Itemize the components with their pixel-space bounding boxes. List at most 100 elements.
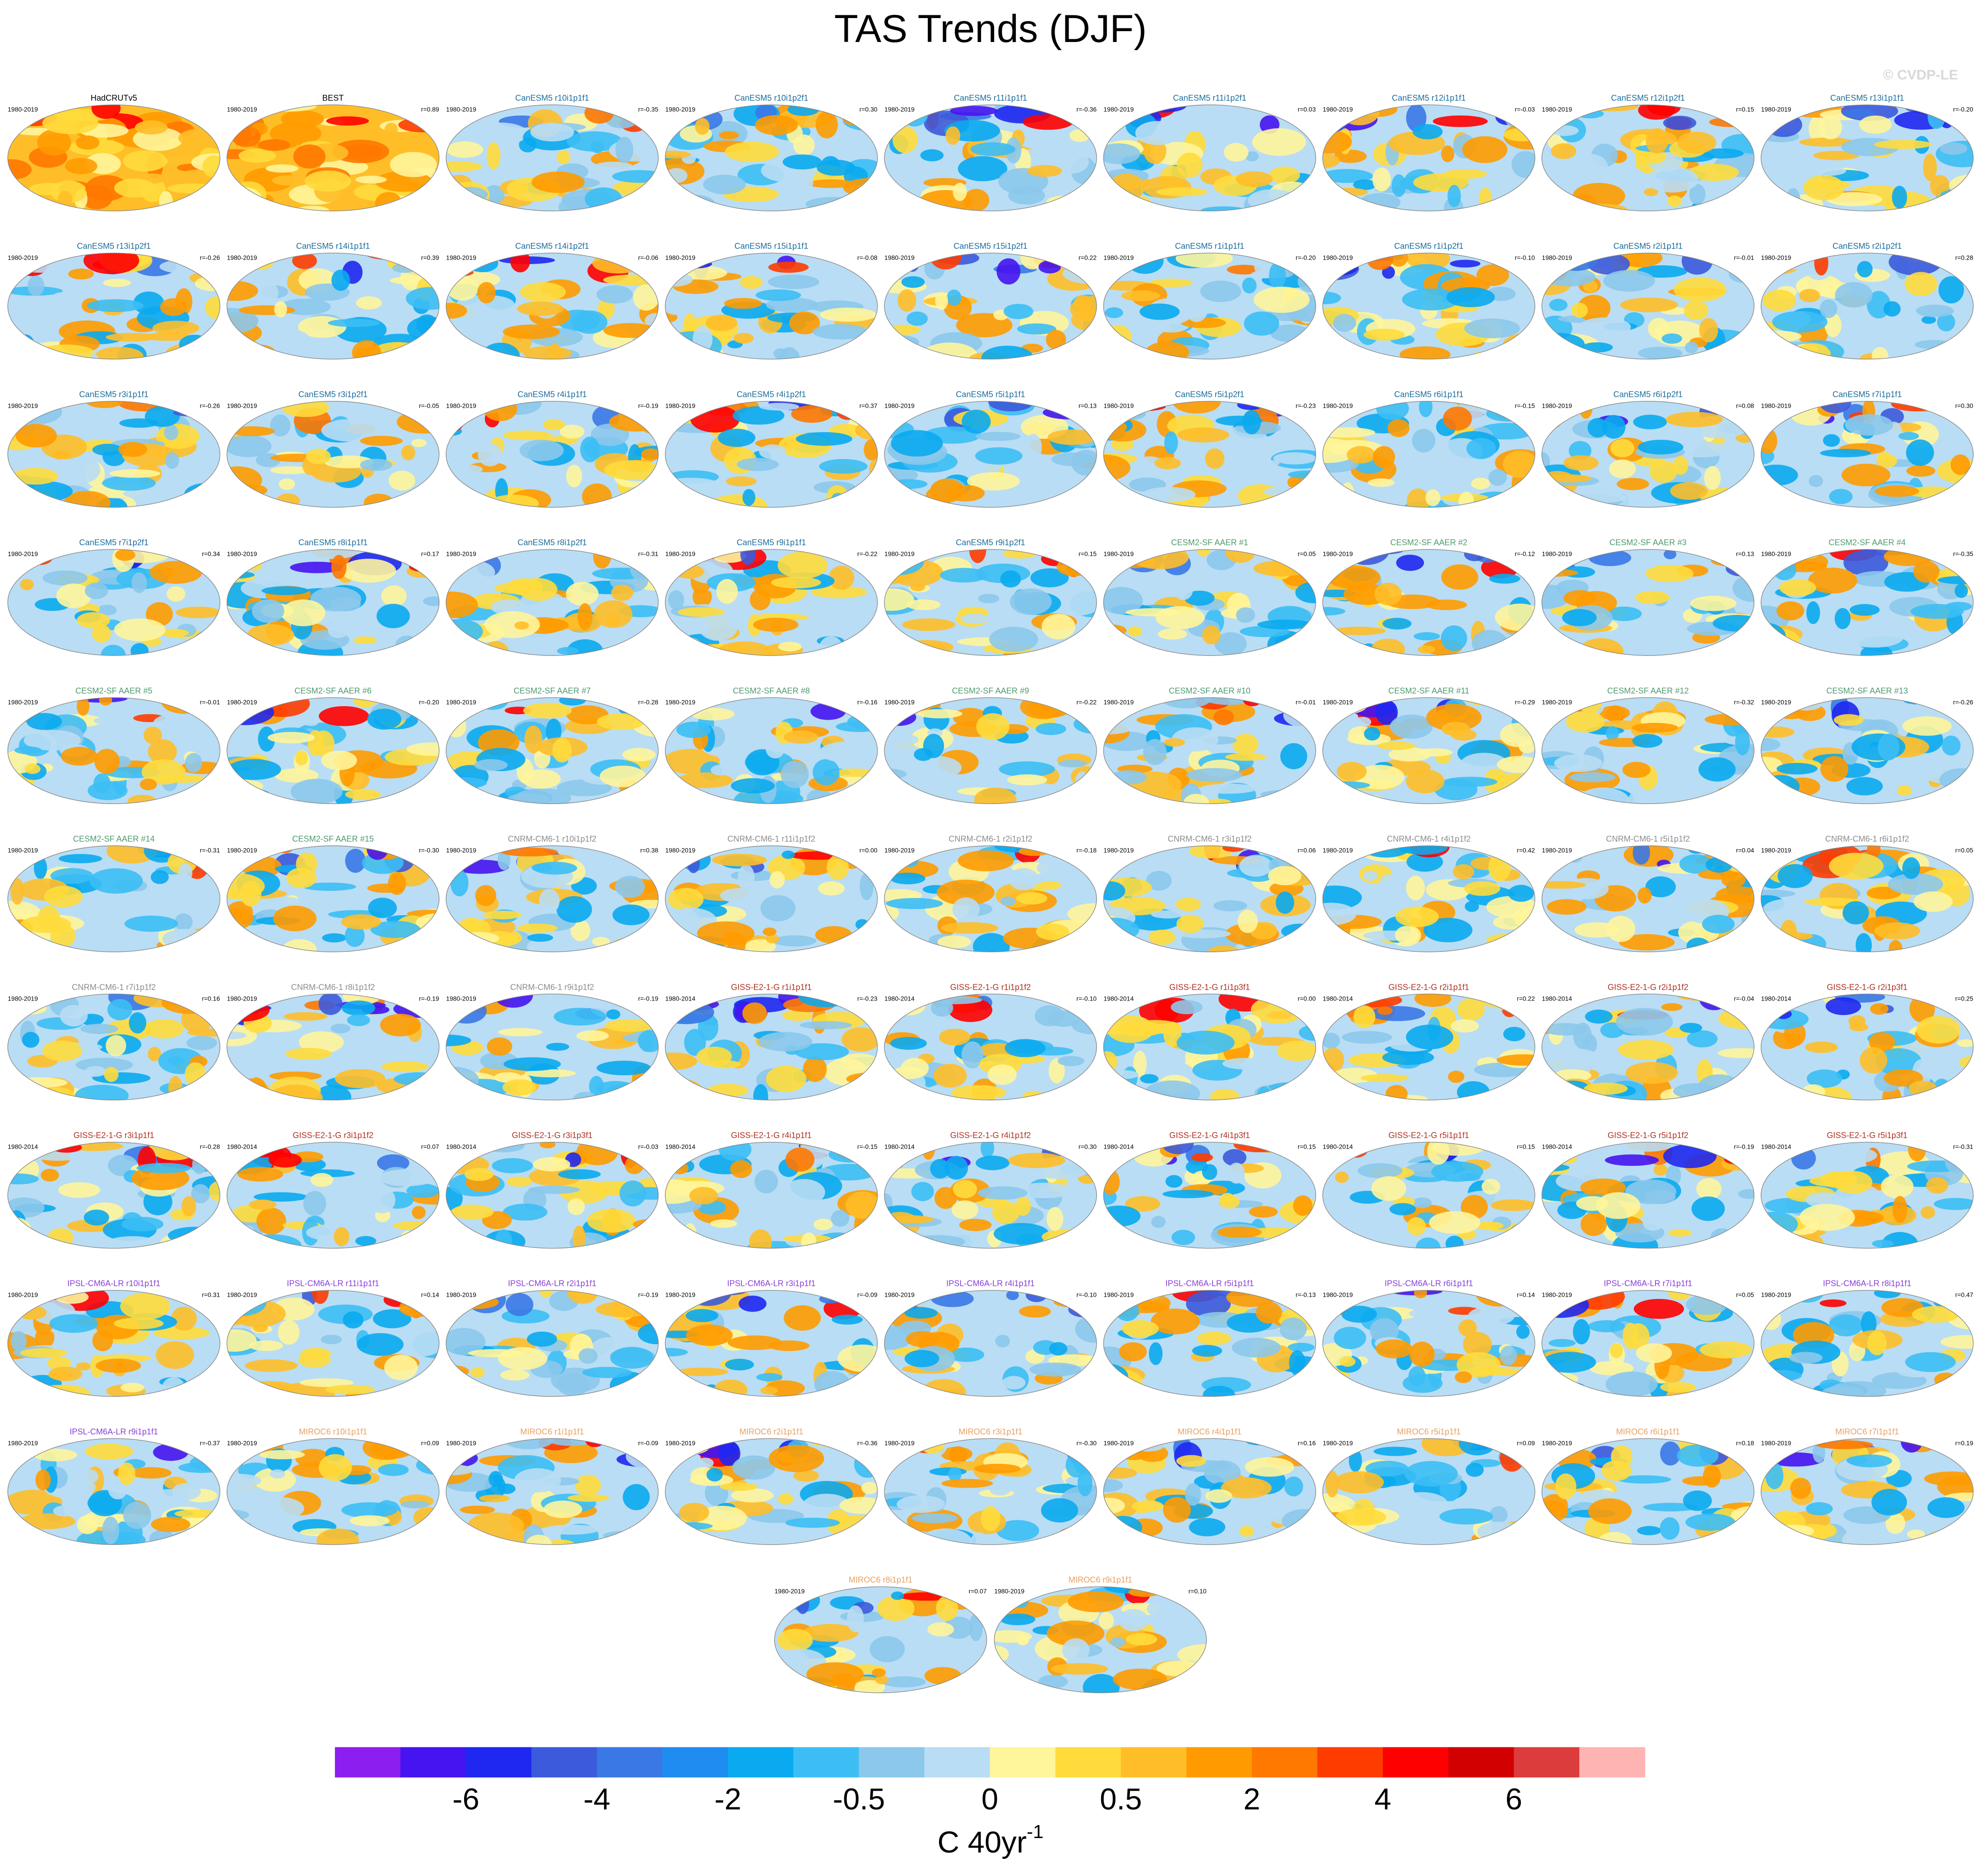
field-blob <box>1256 1086 1272 1100</box>
field-blob <box>1336 762 1367 781</box>
field-blob <box>273 1038 300 1050</box>
field-blob <box>1382 618 1412 630</box>
field-blob <box>84 582 108 599</box>
field-blob <box>1846 1456 1867 1465</box>
field-blob <box>1280 1377 1302 1397</box>
field-blob <box>1616 478 1649 490</box>
field-blob <box>1548 474 1591 483</box>
field-blob <box>941 922 999 934</box>
colorbar-box <box>1317 1747 1383 1778</box>
panel-period: 1980-2019 <box>884 1439 915 1447</box>
field-blob <box>1477 1522 1523 1541</box>
panel-title: MIROC6 r7i1p1f1 <box>1835 1427 1899 1436</box>
field-blob <box>782 1010 813 1021</box>
field-blob <box>1581 342 1613 353</box>
field-blob <box>1878 733 1900 761</box>
field-blob <box>818 636 844 656</box>
field-blob <box>1274 492 1316 507</box>
field-blob <box>470 1367 485 1378</box>
field-blob <box>1144 1080 1200 1100</box>
panel-period: 1980-2019 <box>1542 1291 1572 1299</box>
field-blob <box>456 295 515 313</box>
field-blob <box>546 1043 569 1051</box>
field-blob <box>691 708 735 721</box>
field-blob <box>8 503 66 507</box>
field-blob <box>709 494 767 507</box>
field-blob <box>1135 253 1152 263</box>
field-blob <box>270 414 291 437</box>
field-blob <box>1189 1518 1226 1536</box>
field-blob <box>48 1370 73 1380</box>
field-blob <box>1409 1309 1437 1318</box>
field-blob <box>891 430 943 457</box>
map-outline <box>7 845 220 952</box>
field-blob <box>1693 943 1750 952</box>
field-blob <box>1762 289 1796 312</box>
field-blob <box>24 763 41 774</box>
field-blob <box>396 410 439 434</box>
field-blob <box>665 1228 697 1246</box>
field-blob <box>232 181 267 208</box>
panel-correlation: r=0.05 <box>1297 550 1316 558</box>
panel-correlation: r=-0.03 <box>1515 106 1535 113</box>
field-blob <box>1447 185 1461 207</box>
field-blob <box>1936 1083 1973 1100</box>
field-blob <box>8 1002 19 1025</box>
panel-title: IPSL-CM6A-LR r10i1p1f1 <box>67 1279 160 1288</box>
map-outline <box>665 697 878 804</box>
field-blob <box>803 1056 827 1082</box>
field-blob <box>227 482 252 498</box>
field-blob <box>68 268 94 279</box>
field-blob <box>884 786 904 798</box>
field-blob <box>1486 896 1535 918</box>
field-blob <box>101 645 126 656</box>
field-blob <box>719 131 739 140</box>
map-outline <box>1103 993 1316 1101</box>
field-blob <box>1139 303 1180 320</box>
field-blob <box>1898 432 1919 440</box>
field-blob <box>1406 488 1430 507</box>
map-outline <box>1103 697 1316 804</box>
field-blob <box>891 1591 904 1600</box>
field-blob <box>1121 290 1160 302</box>
field-blob <box>1214 1442 1237 1457</box>
panel-title: GISS-E2-1-G r5i1p1f2 <box>1608 1131 1688 1140</box>
panel-title: CanESM5 r14i1p2f1 <box>515 242 589 251</box>
field-blob <box>911 1182 934 1201</box>
panel-title: CanESM5 r9i1p2f1 <box>956 538 1025 547</box>
panel-title: CNRM-CM6-1 r2i1p1f2 <box>949 834 1032 843</box>
field-blob <box>1232 1338 1281 1358</box>
panel-correlation: r=-0.35 <box>638 106 658 113</box>
field-blob <box>1570 203 1628 211</box>
field-blob <box>1957 1039 1973 1047</box>
field-blob <box>1544 846 1592 859</box>
field-blob <box>1154 457 1181 470</box>
field-blob <box>106 846 158 864</box>
panel-correlation: r=-0.28 <box>638 698 658 706</box>
field-blob <box>815 926 852 944</box>
field-blob <box>41 1168 59 1182</box>
field-blob <box>335 1069 386 1089</box>
panel-period: 1980-2019 <box>1103 1291 1134 1299</box>
panel-title: MIROC6 r6i1p1f1 <box>1616 1427 1680 1436</box>
field-blob <box>1050 588 1097 616</box>
field-blob <box>860 872 874 900</box>
field-blob <box>1176 898 1201 911</box>
field-blob <box>777 1629 813 1652</box>
map-outline <box>1322 252 1535 360</box>
field-blob <box>1133 1438 1165 1452</box>
field-blob <box>316 1528 359 1545</box>
field-blob <box>268 1152 302 1168</box>
field-blob <box>1635 591 1669 605</box>
field-blob <box>668 888 704 911</box>
panel-title: CNRM-CM6-1 r8i1p1f2 <box>291 982 375 992</box>
panel-period: 1980-2019 <box>884 402 915 410</box>
